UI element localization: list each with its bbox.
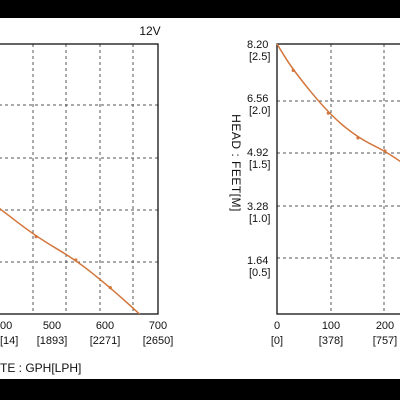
x-tick-label: 700 xyxy=(149,320,167,332)
chart-title: 12V xyxy=(139,24,160,38)
series-point xyxy=(326,111,330,115)
plot-frame xyxy=(276,43,400,315)
x-tick-label: 00 xyxy=(0,320,12,332)
x-tick-label: 0 xyxy=(274,320,280,332)
y-tick-label: 4.92 xyxy=(247,147,268,159)
series-point xyxy=(34,235,38,239)
y-tick-sublabel: [2.5] xyxy=(249,51,270,63)
chart-svg: 00 [14] 500 [1893] 600 [2271] 700 [2650] 12V TE :… xyxy=(0,24,400,375)
y-tick-label: 8.20 xyxy=(247,39,268,51)
x-tick-sublabel: [1893] xyxy=(37,335,68,347)
x-tick-label: 500 xyxy=(43,320,61,332)
x-tick-label: 600 xyxy=(96,320,114,332)
series-point xyxy=(74,258,78,262)
series-point xyxy=(383,149,387,153)
x-tick-sublabel: [14] xyxy=(0,335,18,347)
y-tick-sublabel: [0.5] xyxy=(249,267,270,279)
x-tick-label: 200 xyxy=(376,320,394,332)
series-point xyxy=(291,68,295,72)
y-tick-sublabel: [2.0] xyxy=(249,105,270,117)
x-tick-sublabel: [757] xyxy=(373,335,397,347)
series-line xyxy=(0,207,141,315)
series-line xyxy=(276,43,400,163)
y-tick-label: 1.64 xyxy=(247,255,268,267)
x-tick-sublabel: [0] xyxy=(271,335,283,347)
plot-frame xyxy=(0,43,159,315)
y-tick-label: 3.28 xyxy=(247,201,268,213)
y-tick-label: 6.56 xyxy=(247,93,268,105)
x-axis-label: TE : GPH[LPH] xyxy=(0,361,81,375)
series-point xyxy=(356,136,360,140)
y-tick-sublabel: [1.0] xyxy=(249,213,270,225)
x-tick-sublabel: [2271] xyxy=(90,335,121,347)
x-tick-label: 100 xyxy=(322,320,340,332)
y-tick-sublabel: [1.5] xyxy=(249,159,270,171)
chart-panel: 00 [14] 500 [1893] 600 [2271] 700 [2650] 12V TE :… xyxy=(0,18,400,379)
x-tick-sublabel: [378] xyxy=(319,335,343,347)
x-tick-sublabel: [2650] xyxy=(143,335,174,347)
y-axis-label: HEAD : FEET[M] xyxy=(229,114,243,212)
series-point xyxy=(108,286,112,290)
